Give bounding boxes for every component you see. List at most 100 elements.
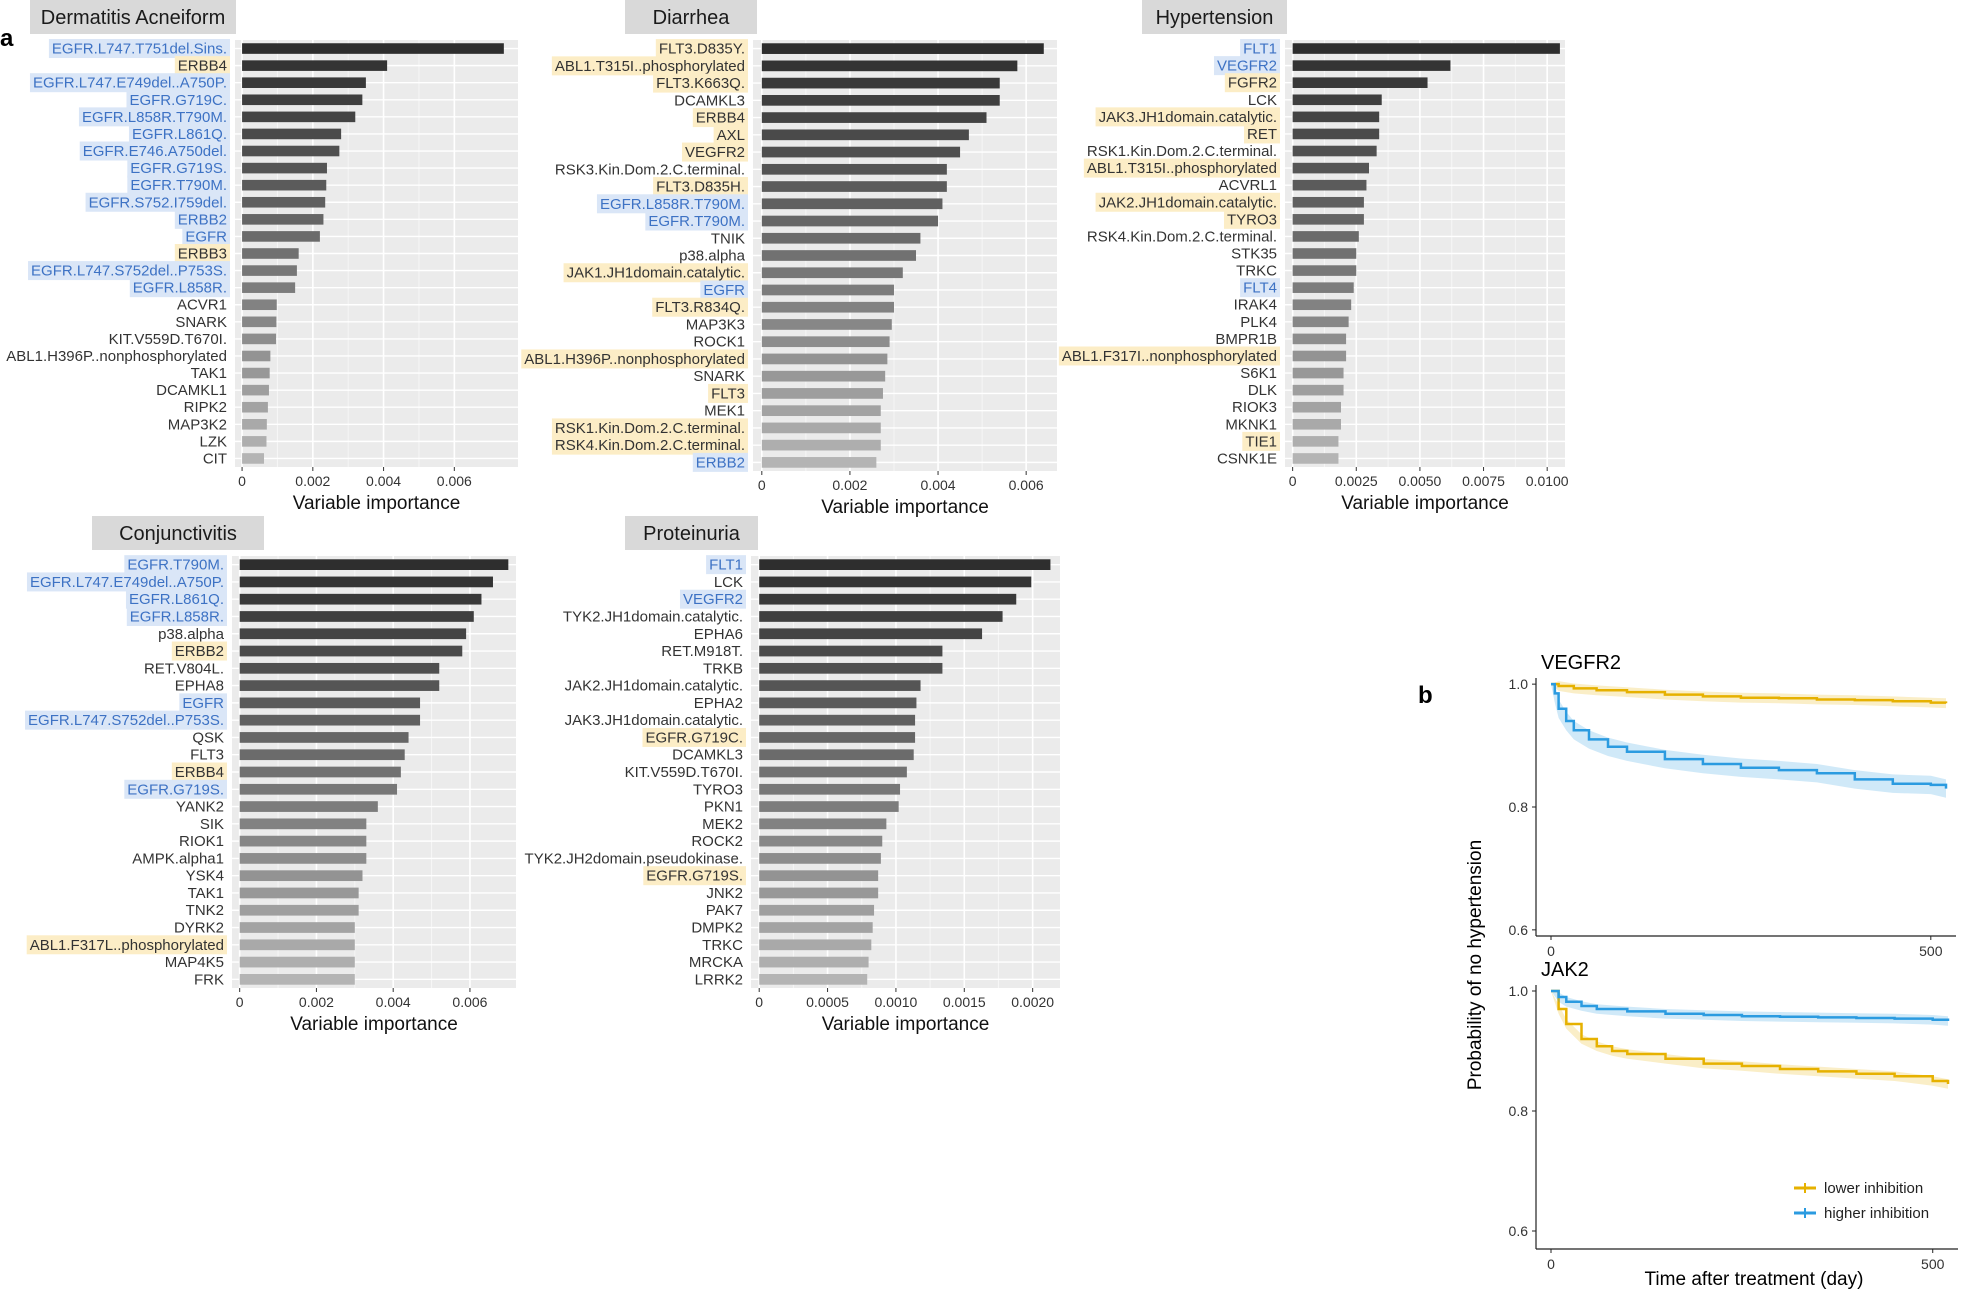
bar	[242, 111, 356, 123]
bar	[761, 405, 881, 417]
km-y-tick-label: 0.8	[1509, 1103, 1529, 1119]
bar	[1292, 384, 1344, 396]
bar	[761, 146, 961, 158]
y-tick-label: RIOK1	[179, 833, 224, 850]
x-tick-label: 0.004	[366, 473, 401, 489]
label-highlight	[1095, 192, 1280, 212]
y-tick-label: EGFR.L858R.	[130, 608, 224, 625]
km-panel-0: VEGFR2 0.6 0.8 1.0 0 500	[1509, 652, 1956, 959]
bar	[239, 749, 405, 761]
bar	[761, 163, 947, 175]
y-tick-label: JAK1.JH1domain.catalytic.	[567, 265, 745, 282]
bar	[761, 94, 1000, 106]
x-tick-label: 0	[238, 473, 246, 489]
y-tick-label: EGFR	[703, 282, 745, 299]
km-confidence-band	[1551, 991, 1948, 1089]
y-tick-label: DCAMKL3	[674, 92, 745, 109]
y-tick-label: p38.alpha	[679, 248, 746, 265]
y-tick-label: MEK1	[704, 403, 745, 420]
bar	[1292, 350, 1347, 362]
bar	[242, 333, 277, 345]
label-highlight	[174, 209, 230, 229]
label-highlight	[79, 141, 230, 161]
panel-letter-b: b	[1418, 682, 1433, 709]
bar-chart-4: Proteinuria 0 0.0005 0.0010 0.0015 0.0020 FLT1…	[525, 516, 1060, 1035]
bar	[242, 316, 277, 328]
bar	[239, 974, 355, 985]
y-tick-label: ERBB2	[175, 643, 224, 660]
label-highlight	[1244, 124, 1280, 144]
y-tick-label: TYK2.JH1domain.catalytic.	[563, 608, 743, 625]
bar	[239, 922, 355, 933]
y-tick-label: ROCK2	[691, 833, 743, 850]
y-tick-label: ABL1.F317L..phosphorylated	[30, 937, 224, 954]
bar	[242, 436, 267, 447]
y-tick-label: EGFR	[182, 695, 224, 712]
bar	[239, 714, 421, 726]
panel-letter-a: a	[0, 25, 14, 52]
legend-label: higher inhibition	[1824, 1205, 1929, 1222]
y-tick-label: EPHA2	[694, 695, 743, 712]
y-tick-label: VEGFR2	[1217, 58, 1277, 75]
y-tick-label: FRK	[194, 971, 224, 988]
y-tick-label: EGFR.L861Q.	[132, 126, 227, 143]
km-survival-line	[1551, 682, 1948, 704]
y-tick-label: ROCK1	[693, 334, 745, 351]
label-highlight	[679, 589, 746, 609]
label-highlight	[700, 280, 748, 300]
x-tick-label: 0.006	[452, 994, 487, 1010]
bar	[759, 628, 983, 640]
y-tick-label: JNK2	[706, 885, 743, 902]
label-highlight	[645, 211, 748, 231]
km-y-tick-label: 1.0	[1509, 983, 1529, 999]
y-tick-label: RET.V804L.	[144, 660, 224, 677]
y-tick-label: FLT3.R834Q.	[655, 299, 745, 316]
km-y-tick-label: 0.6	[1509, 922, 1529, 938]
km-x-axis-label: Time after treatment (day)	[1645, 1269, 1864, 1290]
label-highlight	[692, 108, 748, 128]
bar	[761, 215, 939, 227]
label-highlight	[655, 39, 748, 59]
label-highlight	[642, 727, 746, 747]
y-tick-label: EGFR.T790M.	[130, 177, 227, 194]
chart-title: Hypertension	[1156, 7, 1274, 29]
facet-strip	[92, 516, 264, 550]
bar	[761, 129, 969, 141]
label-highlight	[1223, 209, 1280, 229]
y-tick-label: FLT3	[711, 385, 745, 402]
bar	[761, 43, 1044, 54]
bar-chart-2: Hypertension 0 0.0025 0.0050 0.0075 0.0100 FLT…	[1058, 0, 1569, 514]
bar	[761, 112, 987, 123]
bar	[239, 956, 355, 968]
y-tick-label: TAK1	[188, 885, 224, 902]
label-highlight	[29, 73, 230, 93]
bar	[242, 453, 265, 464]
km-survival-line	[1551, 682, 1948, 789]
bar	[1292, 248, 1357, 259]
km-x-tick-label: 0	[1547, 1256, 1555, 1272]
bar	[759, 559, 1051, 570]
bar	[239, 853, 367, 864]
bar	[1292, 77, 1428, 88]
y-tick-label: FGFR2	[1228, 75, 1277, 92]
y-tick-label: EGFR.L747.S752del..P753S.	[28, 712, 224, 729]
bar	[759, 714, 916, 726]
label-highlight	[25, 710, 227, 730]
label-highlight	[692, 452, 748, 472]
label-highlight	[1240, 39, 1280, 59]
label-highlight	[129, 278, 230, 298]
y-tick-label: EGFR.L747.S752del..P753S.	[31, 263, 227, 280]
y-tick-label: FLT1	[1243, 41, 1277, 58]
chart-title: Conjunctivitis	[119, 523, 237, 545]
y-tick-label: YSK4	[186, 868, 224, 885]
y-tick-label: EGFR.G719C.	[129, 92, 227, 109]
bar	[759, 611, 1003, 622]
bar	[1292, 453, 1339, 464]
y-tick-label: TRKC	[1236, 263, 1277, 280]
label-highlight	[48, 39, 230, 59]
bar	[759, 593, 1017, 605]
bar	[759, 835, 883, 847]
label-highlight	[171, 641, 227, 661]
bar	[759, 662, 943, 674]
x-tick-label: 0.006	[437, 473, 472, 489]
